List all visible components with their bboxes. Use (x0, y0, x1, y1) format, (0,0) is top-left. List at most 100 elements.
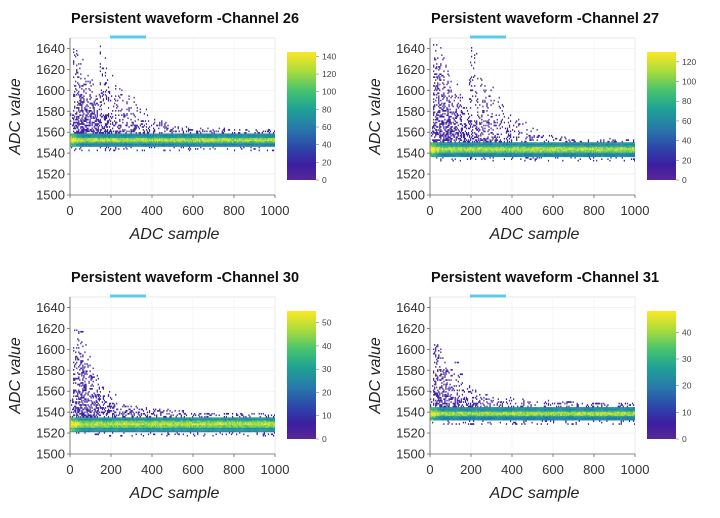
heatmap-cell (109, 123, 112, 125)
heatmap-cell (78, 63, 80, 65)
heatmap-cell (204, 139, 206, 141)
heatmap-cell (143, 134, 146, 137)
heatmap-cell (196, 143, 198, 146)
heatmap-cell (479, 104, 481, 106)
heatmap-cell (472, 134, 474, 137)
heatmap-cell (250, 139, 252, 141)
heatmap-cell (513, 136, 515, 139)
heatmap-cell (92, 142, 94, 144)
heatmap-cell (433, 124, 435, 127)
heatmap-cell (90, 102, 92, 105)
heatmap-cell (505, 148, 508, 150)
heatmap-cell (446, 130, 448, 133)
heatmap-cell (455, 126, 457, 128)
heatmap-cell (173, 145, 175, 147)
heatmap-cell (116, 139, 118, 141)
heatmap-cell (441, 115, 443, 118)
heatmap-cell (438, 142, 440, 144)
heatmap-cell (549, 148, 552, 150)
heatmap-cell (124, 114, 126, 117)
heatmap-cell (471, 149, 473, 152)
heatmap-cell (477, 142, 479, 144)
heatmap-cell (492, 137, 494, 140)
heatmap-cell (258, 142, 260, 144)
heatmap-cell (466, 118, 469, 121)
heatmap-cell (245, 133, 247, 136)
heatmap-cell (435, 88, 437, 90)
heatmap-cell (189, 142, 192, 144)
heatmap-cell (175, 137, 177, 140)
heatmap-cell (551, 146, 554, 149)
heatmap-cell (492, 145, 494, 147)
heatmap-cell (453, 99, 455, 102)
heatmap-cell (235, 133, 237, 136)
colorbar (287, 52, 316, 180)
heatmap-cell (442, 142, 444, 144)
heatmap-cell (509, 155, 512, 158)
heatmap-cell (214, 142, 216, 144)
heatmap-cell (451, 145, 453, 147)
heatmap-cell (263, 143, 265, 146)
heatmap-cell (258, 139, 260, 141)
heatmap-cell (567, 146, 569, 149)
heatmap-cell (450, 96, 452, 99)
heatmap-cell (82, 139, 84, 141)
heatmap-cell (99, 51, 101, 54)
heatmap-cell (243, 146, 245, 149)
heatmap-cell (198, 139, 200, 141)
heatmap-cell (201, 134, 203, 137)
heatmap-cell (241, 133, 243, 136)
heatmap-cell (449, 148, 451, 150)
heatmap-cell (118, 134, 120, 137)
heatmap-cell (503, 155, 506, 158)
heatmap-cell (434, 142, 436, 144)
heatmap-cell (199, 143, 201, 146)
heatmap-cell (564, 146, 566, 149)
heatmap-cell (224, 145, 226, 147)
heatmap-cell (538, 156, 540, 159)
heatmap-cell (216, 139, 218, 141)
heatmap-cell (455, 139, 457, 141)
heatmap-cell (77, 139, 79, 141)
heatmap-cell (128, 136, 130, 139)
heatmap-cell (512, 156, 514, 159)
heatmap-cell (481, 149, 483, 152)
heatmap-cell (513, 149, 515, 152)
heatmap-cell (223, 137, 225, 140)
heatmap-cell (517, 143, 519, 146)
heatmap-cell (140, 139, 142, 141)
heatmap-cell (477, 148, 479, 150)
heatmap-cell (439, 134, 441, 137)
heatmap-cell (79, 133, 81, 136)
heatmap-cell (169, 139, 171, 141)
heatmap-cell (489, 143, 491, 146)
heatmap-cell (140, 123, 142, 125)
heatmap-cell (75, 133, 77, 136)
heatmap-cell (443, 155, 445, 158)
heatmap-cell (84, 107, 86, 109)
heatmap-cell (196, 140, 198, 143)
heatmap-cell (554, 143, 556, 146)
heatmap-cell (90, 142, 92, 144)
heatmap-cell (92, 121, 94, 124)
heatmap-cell (168, 136, 170, 139)
heatmap-cell (93, 140, 95, 143)
heatmap-cell (496, 149, 498, 152)
heatmap-cell (76, 133, 78, 136)
heatmap-cell (122, 143, 124, 146)
heatmap-cell (174, 140, 176, 143)
heatmap-cell (437, 76, 439, 78)
heatmap-cell (262, 133, 264, 136)
heatmap-cell (167, 127, 169, 130)
heatmap-cell (126, 123, 128, 125)
heatmap-cell (84, 142, 86, 144)
heatmap-cell (76, 89, 78, 92)
heatmap-cell (211, 136, 213, 139)
heatmap-cell (521, 148, 523, 150)
heatmap-cell (534, 142, 536, 144)
heatmap-cell (469, 146, 472, 149)
heatmap-cell (223, 136, 225, 139)
heatmap-cell (83, 142, 85, 144)
heatmap-cell (525, 148, 527, 150)
heatmap-cell (249, 145, 251, 147)
